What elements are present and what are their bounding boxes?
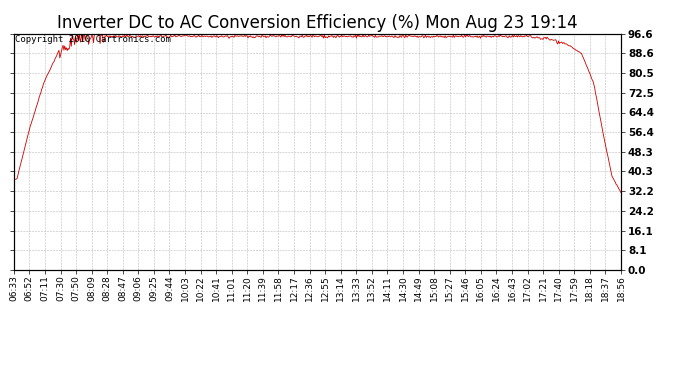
Text: Copyright 2010 Cartronics.com: Copyright 2010 Cartronics.com <box>15 35 171 44</box>
Title: Inverter DC to AC Conversion Efficiency (%) Mon Aug 23 19:14: Inverter DC to AC Conversion Efficiency … <box>57 14 578 32</box>
